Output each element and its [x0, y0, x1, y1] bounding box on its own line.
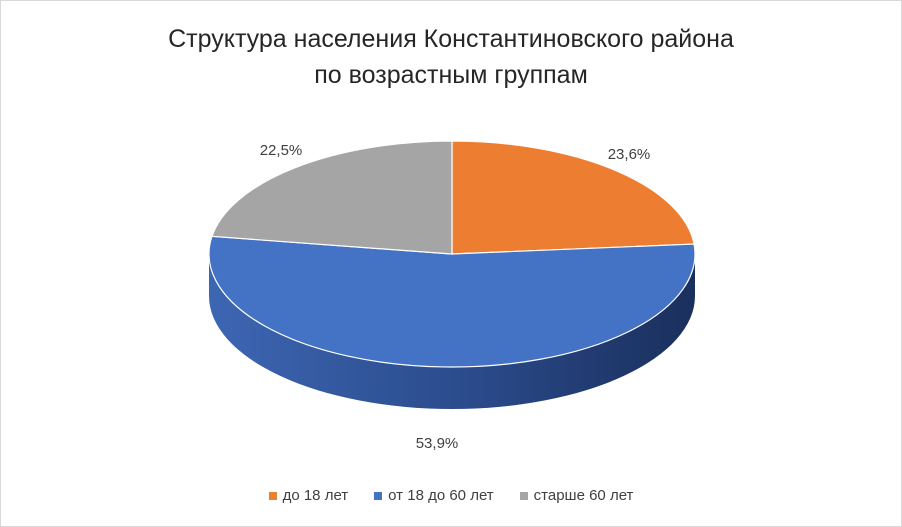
legend-item-over-60: старше 60 лет — [519, 487, 634, 504]
legend-label-18-60: от 18 до 60 лет — [388, 487, 494, 504]
chart-title: Структура населения Константиновского ра… — [1, 21, 901, 93]
pie-chart: 23,6% 53,9% 22,5% — [208, 140, 696, 452]
legend-swatch-18-60 — [374, 491, 383, 500]
legend-item-18-60: от 18 до 60 лет — [374, 487, 494, 504]
data-label-under-18: 23,6% — [608, 146, 651, 163]
pie-slices — [208, 140, 696, 368]
slice-18-60 — [208, 235, 696, 368]
data-labels: 23,6% 53,9% 22,5% — [260, 142, 651, 452]
legend-swatch-over-60 — [519, 491, 528, 500]
slice-over-60 — [211, 140, 453, 255]
chart-title-line-2: по возрастным группам — [314, 61, 588, 89]
slice-under-18 — [451, 140, 695, 255]
legend-label-over-60: старше 60 лет — [533, 487, 634, 504]
legend: до 18 лет от 18 до 60 лет старше 60 лет — [1, 487, 901, 504]
data-label-18-60: 53,9% — [416, 435, 459, 452]
legend-label-under-18: до 18 лет — [282, 487, 349, 504]
pie-side-wall — [209, 254, 695, 409]
legend-swatch-under-18 — [268, 491, 277, 500]
data-label-over-60: 22,5% — [260, 142, 303, 159]
legend-item-under-18: до 18 лет — [268, 487, 349, 504]
side-wall-18-60 — [209, 254, 695, 409]
chart-title-line-1: Структура населения Константиновского ра… — [168, 25, 734, 53]
